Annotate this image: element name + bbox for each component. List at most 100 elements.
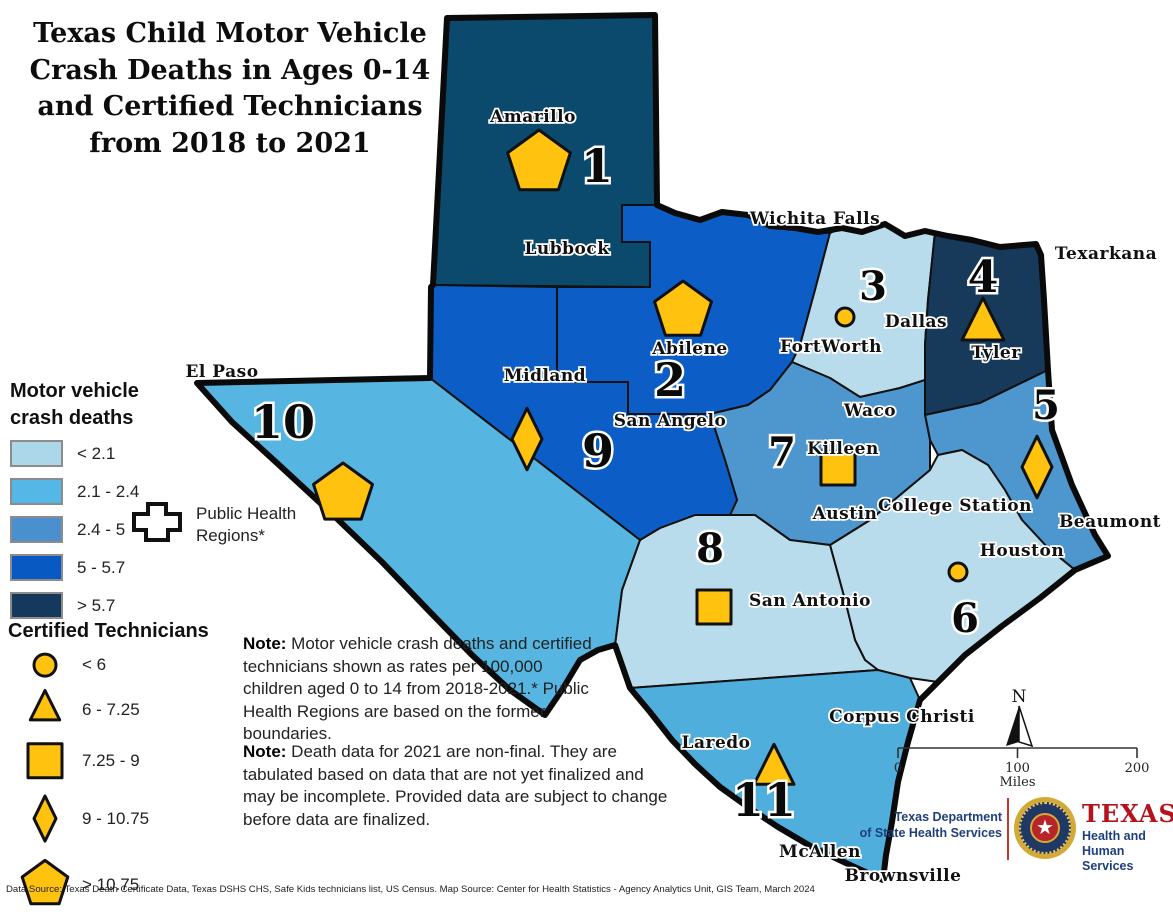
city-label-college-station: College Station — [878, 496, 1032, 516]
note-prefix: Note: — [243, 742, 287, 761]
city-label-brownsville: Brownsville — [845, 866, 962, 886]
scale-tick-0: 0 — [894, 761, 902, 776]
deaths-legend-item: 2.1 - 2.4 — [10, 478, 240, 505]
seal-inner-ring: ★ — [1019, 802, 1071, 854]
region-4-triangle-symbol — [960, 296, 1006, 342]
city-label-laredo: Laredo — [682, 733, 751, 753]
region-1-number: 1 — [581, 139, 613, 193]
region-10-number: 10 — [251, 395, 315, 449]
city-label-fortworth: FortWorth — [780, 337, 882, 357]
region-1-pentagon-symbol — [506, 128, 572, 192]
region-3-number: 3 — [859, 263, 887, 310]
region-6-circle-symbol — [947, 561, 969, 583]
region-5-diamond-symbol — [1020, 434, 1054, 500]
hhs-seal-logo: ★ — [1014, 797, 1076, 859]
tech-legend-circle — [32, 652, 58, 678]
north-arrow-right-half — [1018, 705, 1034, 748]
city-label-abilene: Abilene — [651, 339, 727, 359]
tech-legend: Certified Technicians < 6 6 - 7.25 7.25 - … — [8, 620, 243, 922]
texas-state-outline — [194, 12, 1111, 883]
seal-red-disc: ★ — [1030, 813, 1060, 843]
tech-legend-item: < 6 — [8, 647, 243, 683]
hhs-texas-wordmark: TEXAS — [1082, 799, 1173, 828]
circle-icon — [8, 647, 82, 683]
region-9-diamond-symbol — [510, 406, 544, 472]
city-label-austin: Austin — [812, 504, 878, 524]
north-arrow: N — [1006, 687, 1034, 748]
tech-legend-item: 9 - 10.75 — [8, 790, 243, 847]
square-icon-svg — [26, 742, 64, 780]
deaths-legend-item: 5 - 5.7 — [10, 554, 240, 581]
deaths-legend-item: > 5.7 — [10, 592, 240, 619]
city-label-texarkana: Texarkana — [1055, 244, 1157, 264]
tech-legend-label: > 10.75 — [82, 874, 140, 894]
triangle-icon — [8, 688, 82, 731]
note-text: Motor vehicle crash deaths and certified… — [243, 634, 592, 744]
region-8-number: 8 — [696, 525, 724, 572]
city-label-san-angelo: San Angelo — [614, 411, 727, 431]
region-10-pentagon-symbol — [312, 461, 374, 521]
deaths-legend-rows: < 2.1 2.1 - 2.4 2.4 - 5 5 - 5.7 > 5.7 — [10, 440, 240, 619]
phr-legend: Public Health Regions* — [130, 498, 296, 552]
scale-bar-line — [897, 747, 1138, 758]
city-label-amarillo: Amarillo — [489, 107, 576, 127]
circle-icon-svg — [32, 652, 58, 678]
tech-legend-label: < 6 — [82, 655, 107, 675]
north-arrow-left-half — [1006, 706, 1019, 746]
city-label-lubbock: Lubbock — [524, 239, 610, 259]
deaths-legend: Motor vehicle crash deaths < 2.1 2.1 - 2.… — [10, 378, 240, 630]
scale-bar: 0 100 200 Miles — [894, 747, 1149, 788]
city-label-killeen: Killeen — [807, 439, 879, 459]
city-label-tyler: Tyler — [971, 343, 1021, 363]
tech-legend-item: 7.25 - 9 — [8, 736, 243, 785]
region-2-pentagon-symbol — [653, 279, 713, 337]
triangle-icon-svg — [28, 689, 62, 722]
hhs-logo-text: TEXAS Health and Human Services — [1082, 802, 1173, 874]
deaths-swatch-label: < 2.1 — [77, 443, 116, 463]
deaths-swatch-label: 5 - 5.7 — [77, 557, 126, 577]
tech-legend-square — [26, 742, 64, 780]
region-4-number: 4 — [968, 252, 999, 303]
seal-star-icon: ★ — [1036, 817, 1054, 839]
square-icon — [8, 736, 82, 785]
diamond-icon-svg — [32, 794, 58, 843]
source-line: Data Source: Texas Death Certificate Dat… — [6, 884, 815, 895]
tech-legend-pentagon — [20, 859, 70, 906]
tech-legend-triangle — [28, 689, 62, 722]
page-title: Texas Child Motor Vehicle Crash Deaths i… — [29, 18, 431, 160]
scale-unit-label: Miles — [1000, 775, 1036, 788]
deaths-swatch-label: > 5.7 — [77, 595, 116, 615]
tech-legend-label: 9 - 10.75 — [82, 808, 150, 828]
deaths-legend-heading: Motor vehicle crash deaths — [10, 380, 139, 429]
region-7-number: 7 — [768, 429, 796, 476]
logo-divider — [1007, 798, 1009, 860]
city-label-san-antonio: San Antonio — [749, 591, 871, 611]
deaths-swatch-2 — [10, 516, 63, 543]
region-5-number: 5 — [1032, 382, 1060, 429]
region-2-number: 2 — [654, 353, 686, 407]
city-label-midland: Midland — [504, 366, 586, 386]
region-6-number: 6 — [951, 595, 979, 642]
tech-legend-item: 6 - 7.25 — [8, 688, 243, 731]
phr-outline-icon — [132, 502, 182, 542]
diamond-icon — [8, 790, 82, 847]
region-3-circle-symbol — [834, 306, 856, 328]
tech-legend-rows: < 6 6 - 7.25 7.25 - 9 9 - 10.75 > 10.75 — [8, 647, 243, 917]
city-label-dallas: Dallas — [885, 312, 947, 332]
hhs-subtitle: Health and Human Services — [1082, 829, 1146, 873]
deaths-swatch-3 — [10, 554, 63, 581]
region-9-number: 9 — [582, 424, 614, 478]
deaths-swatch-4 — [10, 592, 63, 619]
tech-legend-diamond — [32, 794, 58, 843]
note-nonfinal: Note: Death data for 2021 are non-final.… — [243, 741, 679, 831]
tech-legend-label: 6 - 7.25 — [82, 699, 140, 719]
region-11-number: 11 — [732, 773, 796, 827]
deaths-swatch-label: 2.1 - 2.4 — [77, 481, 140, 501]
note-prefix: Note: — [243, 634, 287, 653]
region-11-triangle-symbol — [752, 742, 796, 786]
city-label-mcallen: McAllen — [779, 842, 861, 862]
dshs-logo-text: Texas Department of State Health Service… — [859, 810, 1002, 840]
deaths-swatch-label: 2.4 - 5 — [77, 519, 126, 539]
phr-legend-label: Public Health Regions* — [196, 503, 297, 545]
